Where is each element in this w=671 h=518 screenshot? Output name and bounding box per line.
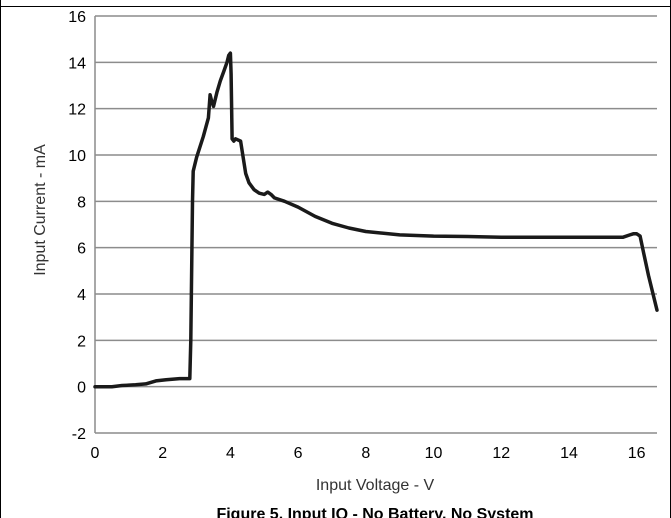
x-tick-label-3: 6 (294, 445, 303, 462)
x-tick-label-1: 2 (158, 445, 167, 462)
x-tick-label-5: 10 (425, 445, 443, 462)
x-tick-label-4: 8 (361, 445, 370, 462)
x-tick-label-6: 12 (492, 445, 510, 462)
x-tick-label-7: 14 (560, 445, 578, 462)
y-tick-label-9: 16 (68, 9, 86, 26)
y-tick-label-0: -2 (72, 426, 86, 443)
figure-caption: Figure 5. Input IQ - No Battery, No Syst… (216, 506, 533, 518)
x-axis-title: Input Voltage - V (316, 477, 435, 494)
y-tick-label-4: 6 (77, 241, 86, 258)
y-tick-label-5: 8 (77, 194, 86, 211)
gridlines (95, 15, 657, 434)
y-tick-label-8: 14 (68, 55, 86, 72)
y-axis-title: Input Current - mA (32, 144, 49, 276)
tick-labels: -2 0 2 4 6 8 10 12 14 16 0 2 4 6 8 10 12 14 16 (68, 9, 645, 462)
x-tick-label-2: 4 (226, 445, 235, 462)
x-tick-label-8: 16 (628, 445, 646, 462)
y-tick-label-1: 0 (77, 380, 86, 397)
y-tick-label-3: 4 (77, 287, 86, 304)
x-tick-label-0: 0 (91, 445, 100, 462)
y-tick-label-2: 2 (77, 333, 86, 350)
data-series (93, 51, 659, 389)
y-tick-label-7: 12 (68, 102, 86, 119)
y-tick-label-6: 10 (68, 148, 86, 165)
series-line-0 (93, 51, 659, 389)
